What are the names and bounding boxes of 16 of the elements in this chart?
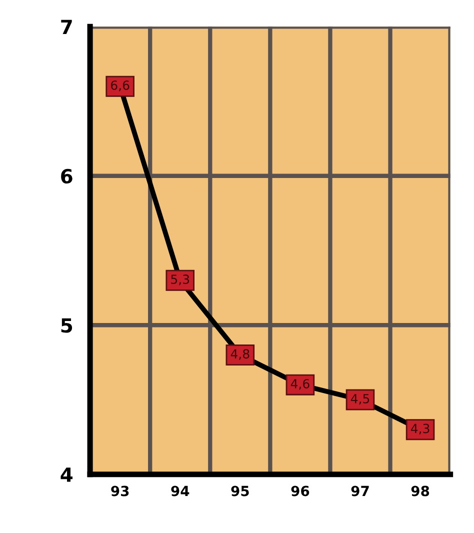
x-tick-label: 98 <box>411 486 430 496</box>
x-tick-label: 93 <box>111 486 129 496</box>
data-label: 5,3 <box>171 274 190 286</box>
x-tick-label: 96 <box>291 486 310 496</box>
x-tick-label: 95 <box>231 486 249 496</box>
data-label: 4,8 <box>230 349 250 360</box>
data-label: 4,3 <box>410 424 430 434</box>
y-tick-label: 5 <box>61 318 72 333</box>
y-tick-label: 4 <box>60 468 72 482</box>
x-tick-label: 97 <box>351 486 369 496</box>
y-tick-label: 6 <box>61 168 72 184</box>
data-label: 4,6 <box>290 379 310 390</box>
data-label: 4,5 <box>350 394 370 405</box>
y-tick-label: 7 <box>61 20 72 34</box>
x-tick-label: 94 <box>171 486 190 496</box>
data-label: 6,6 <box>111 80 130 92</box>
